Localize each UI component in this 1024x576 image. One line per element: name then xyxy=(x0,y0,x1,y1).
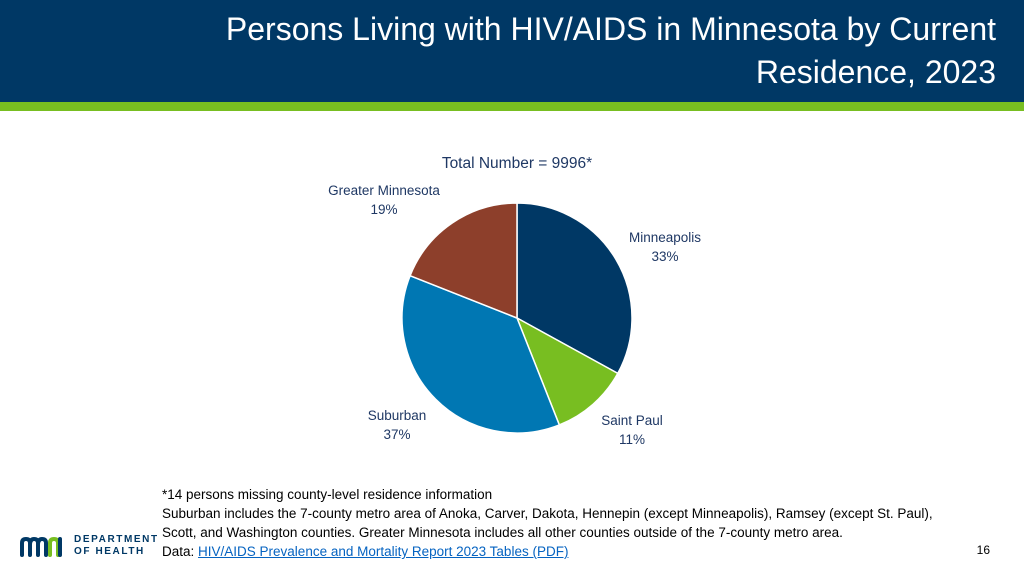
data-source-prefix: Data: xyxy=(162,544,199,559)
logo-wordmark: DEPARTMENT OF HEALTH xyxy=(74,534,159,558)
logo-line1: DEPARTMENT xyxy=(74,534,159,545)
minnesota-logo-icon xyxy=(20,537,62,557)
slice-value-suburban: 37% xyxy=(383,427,410,442)
pie-slice-greater-minnesota xyxy=(409,202,518,320)
slice-label-saint-paul: Saint Paul xyxy=(601,413,663,428)
slice-value-greater-minnesota: 19% xyxy=(370,202,397,217)
page-number: 16 xyxy=(976,543,990,557)
data-source-link[interactable]: HIV/AIDS Prevalence and Mortality Report… xyxy=(198,544,569,559)
chart-notes: *14 persons missing county-level residen… xyxy=(162,485,962,561)
slice-label-greater-minnesota: Greater Minnesota xyxy=(328,183,440,198)
slide-title: Persons Living with HIV/AIDS in Minnesot… xyxy=(136,8,996,94)
slide-title-line1: Persons Living with HIV/AIDS in Minnesot… xyxy=(225,11,996,47)
footnote-text: *14 persons missing county-level residen… xyxy=(162,487,493,502)
pie-slice-labels: Minneapolis 33% Saint Paul 11% Suburban 37% Gr… xyxy=(328,183,701,447)
pie-slice-minneapolis xyxy=(516,202,633,375)
suburban-definition-text: Suburban includes the 7-county metro are… xyxy=(162,506,933,540)
slice-value-saint-paul: 11% xyxy=(619,432,645,447)
slide-title-line2: Residence, 2023 xyxy=(755,54,996,90)
logo-line2: OF HEALTH xyxy=(74,546,145,557)
mdh-logo: DEPARTMENT OF HEALTH xyxy=(20,534,160,560)
header-accent-stripe xyxy=(0,102,1024,111)
pie-slice-suburban xyxy=(401,274,561,434)
chart-title: Total Number = 9996* xyxy=(442,155,592,172)
slice-value-minneapolis: 33% xyxy=(651,249,678,264)
pie-slice-saint-paul xyxy=(515,316,619,426)
slice-label-suburban: Suburban xyxy=(368,408,427,423)
pie-slices xyxy=(401,202,633,434)
data-source-line: Data: HIV/AIDS Prevalence and Mortality … xyxy=(162,542,962,561)
header-bar xyxy=(0,0,1024,102)
slice-label-minneapolis: Minneapolis xyxy=(629,230,701,245)
